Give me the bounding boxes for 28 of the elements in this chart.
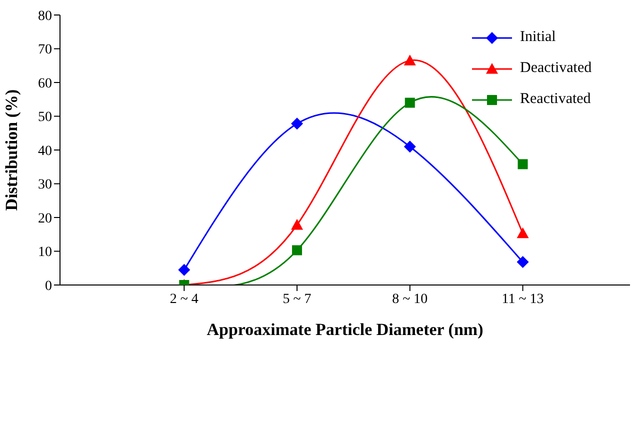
- y-tick-label: 30: [38, 178, 52, 193]
- point: [404, 54, 416, 66]
- y-axis-title: Distribution (%): [2, 89, 22, 211]
- y-tick-label: 50: [38, 110, 52, 126]
- y-tick-label: 80: [38, 8, 52, 24]
- point: [404, 140, 416, 153]
- y-tick-label: 40: [38, 144, 52, 159]
- x-tick-label: 11 ~ 13: [502, 292, 544, 307]
- point: [178, 264, 190, 276]
- x-tick-label: 8 ~ 10: [392, 292, 428, 307]
- x-axis-title: Approaximate Particle Diameter (nm): [206, 320, 484, 339]
- point: [516, 227, 529, 238]
- point: [518, 159, 528, 170]
- legend-label: Reactivated: [520, 91, 591, 108]
- legend-label: Deactivated: [520, 60, 592, 77]
- point: [404, 98, 415, 108]
- point: [291, 218, 304, 230]
- y-tick-label: 20: [38, 211, 52, 226]
- y-tick-label: 0: [45, 278, 52, 294]
- point: [292, 245, 302, 256]
- point: [516, 256, 529, 268]
- y-tick-label: 60: [38, 76, 52, 92]
- point: [291, 118, 304, 130]
- x-tick-label: 5 ~ 7: [282, 292, 312, 307]
- legend-label: Initial: [520, 29, 556, 46]
- y-tick-label: 70: [38, 42, 52, 58]
- y-tick-label: 10: [38, 245, 52, 260]
- x-tick-label: 2 ~ 4: [170, 292, 198, 307]
